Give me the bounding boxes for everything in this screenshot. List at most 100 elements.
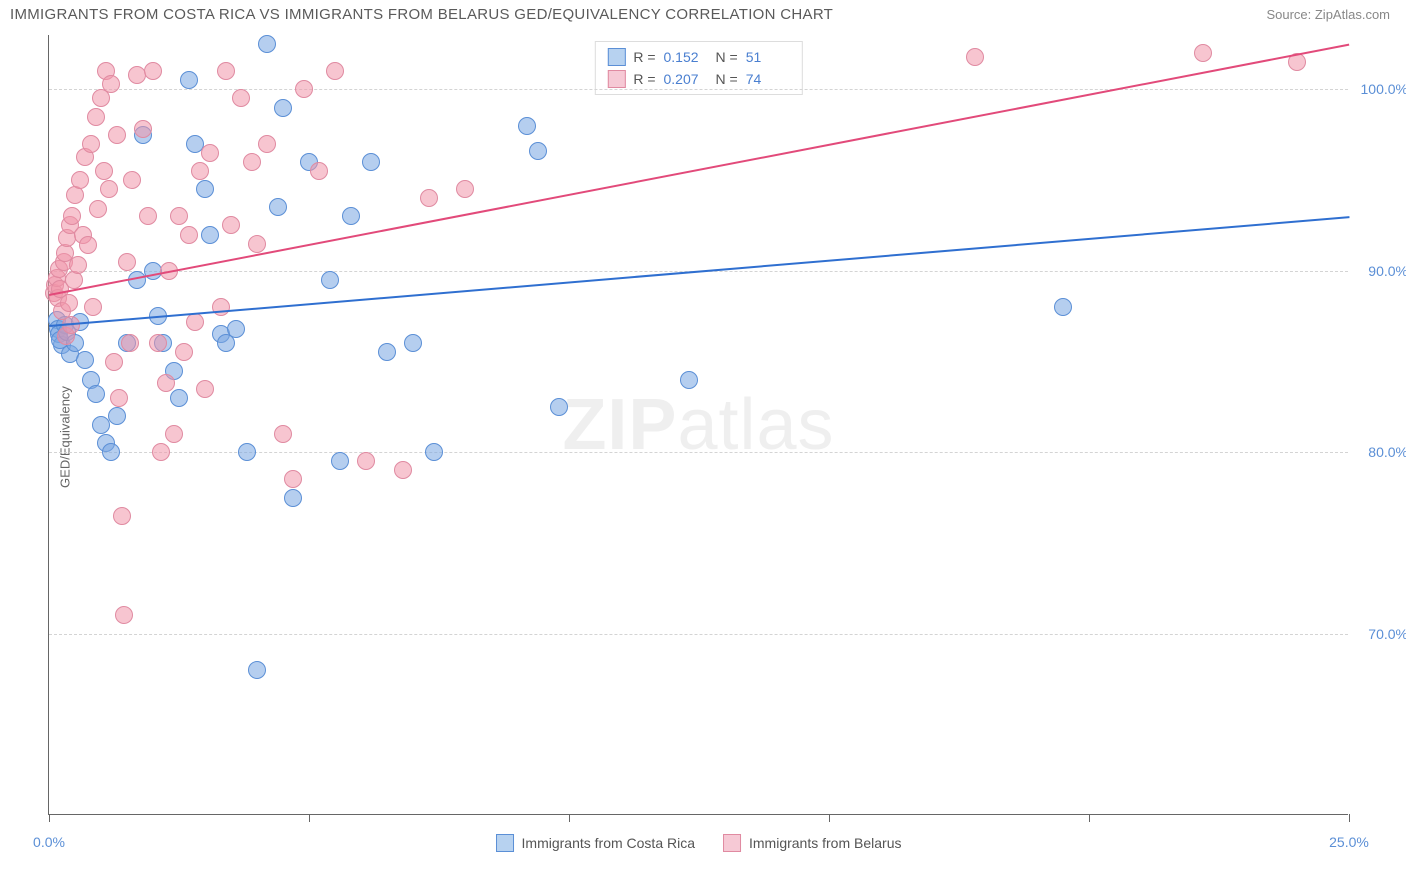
series-legend: Immigrants from Costa Rica Immigrants fro… bbox=[496, 834, 902, 852]
gridline-h bbox=[49, 634, 1348, 635]
data-point bbox=[102, 443, 120, 461]
data-point bbox=[108, 126, 126, 144]
data-point bbox=[284, 470, 302, 488]
data-point bbox=[180, 226, 198, 244]
data-point bbox=[170, 389, 188, 407]
x-tick bbox=[309, 814, 310, 822]
data-point bbox=[1194, 44, 1212, 62]
data-point bbox=[139, 207, 157, 225]
data-point bbox=[118, 253, 136, 271]
x-tick bbox=[49, 814, 50, 822]
data-point bbox=[175, 343, 193, 361]
data-point bbox=[425, 443, 443, 461]
stats-r-value: 0.207 bbox=[664, 71, 708, 87]
data-point bbox=[115, 606, 133, 624]
data-point bbox=[89, 200, 107, 218]
data-point bbox=[394, 461, 412, 479]
data-point bbox=[269, 198, 287, 216]
data-point bbox=[248, 235, 266, 253]
data-point bbox=[165, 425, 183, 443]
stats-row: R = 0.152 N = 51 bbox=[603, 46, 793, 68]
data-point bbox=[60, 294, 78, 312]
data-point bbox=[217, 62, 235, 80]
data-point bbox=[212, 298, 230, 316]
data-point bbox=[274, 425, 292, 443]
data-point bbox=[529, 142, 547, 160]
data-point bbox=[362, 153, 380, 171]
data-point bbox=[100, 180, 118, 198]
data-point bbox=[134, 120, 152, 138]
data-point bbox=[87, 385, 105, 403]
data-point bbox=[152, 443, 170, 461]
data-point bbox=[243, 153, 261, 171]
data-point bbox=[79, 236, 97, 254]
data-point bbox=[321, 271, 339, 289]
data-point bbox=[123, 171, 141, 189]
x-tick bbox=[1089, 814, 1090, 822]
data-point bbox=[404, 334, 422, 352]
stats-r-value: 0.152 bbox=[664, 49, 708, 65]
data-point bbox=[113, 507, 131, 525]
stats-n-label: N = bbox=[716, 49, 738, 65]
chart-title: IMMIGRANTS FROM COSTA RICA VS IMMIGRANTS… bbox=[10, 6, 833, 23]
data-point bbox=[420, 189, 438, 207]
data-point bbox=[76, 351, 94, 369]
data-point bbox=[102, 75, 120, 93]
legend-swatch bbox=[723, 834, 741, 852]
data-point bbox=[157, 374, 175, 392]
data-point bbox=[680, 371, 698, 389]
data-point bbox=[82, 135, 100, 153]
data-point bbox=[110, 389, 128, 407]
data-point bbox=[331, 452, 349, 470]
data-point bbox=[310, 162, 328, 180]
y-tick-label: 100.0% bbox=[1361, 81, 1406, 97]
y-tick-label: 70.0% bbox=[1368, 626, 1406, 642]
data-point bbox=[95, 162, 113, 180]
data-point bbox=[248, 661, 266, 679]
data-point bbox=[232, 89, 250, 107]
data-point bbox=[84, 298, 102, 316]
data-point bbox=[121, 334, 139, 352]
data-point bbox=[456, 180, 474, 198]
stats-n-value: 51 bbox=[746, 49, 790, 65]
stats-r-label: R = bbox=[633, 71, 655, 87]
data-point bbox=[258, 35, 276, 53]
stats-r-label: R = bbox=[633, 49, 655, 65]
data-point bbox=[87, 108, 105, 126]
data-point bbox=[258, 135, 276, 153]
data-point bbox=[149, 334, 167, 352]
legend-label: Immigrants from Costa Rica bbox=[522, 835, 695, 851]
x-tick-label: 25.0% bbox=[1329, 834, 1369, 850]
legend-swatch bbox=[607, 48, 625, 66]
y-tick-label: 90.0% bbox=[1368, 263, 1406, 279]
x-tick-label: 0.0% bbox=[33, 834, 65, 850]
data-point bbox=[222, 216, 240, 234]
x-tick bbox=[1349, 814, 1350, 822]
x-tick bbox=[569, 814, 570, 822]
data-point bbox=[144, 62, 162, 80]
data-point bbox=[1054, 298, 1072, 316]
data-point bbox=[71, 171, 89, 189]
data-point bbox=[105, 353, 123, 371]
stats-legend: R =0.152N =51R =0.207N =74 bbox=[594, 41, 802, 95]
data-point bbox=[518, 117, 536, 135]
legend-item: Immigrants from Belarus bbox=[723, 834, 901, 852]
legend-item: Immigrants from Costa Rica bbox=[496, 834, 695, 852]
data-point bbox=[191, 162, 209, 180]
data-point bbox=[326, 62, 344, 80]
legend-swatch bbox=[496, 834, 514, 852]
plot-area: ZIPatlas R =0.152N =51R =0.207N =74 Immi… bbox=[48, 35, 1348, 815]
data-point bbox=[378, 343, 396, 361]
data-point bbox=[550, 398, 568, 416]
data-point bbox=[357, 452, 375, 470]
data-point bbox=[63, 207, 81, 225]
data-point bbox=[108, 407, 126, 425]
data-point bbox=[238, 443, 256, 461]
data-point bbox=[196, 180, 214, 198]
data-point bbox=[196, 380, 214, 398]
data-point bbox=[69, 256, 87, 274]
data-point bbox=[201, 226, 219, 244]
data-point bbox=[342, 207, 360, 225]
x-tick bbox=[829, 814, 830, 822]
legend-swatch bbox=[607, 70, 625, 88]
